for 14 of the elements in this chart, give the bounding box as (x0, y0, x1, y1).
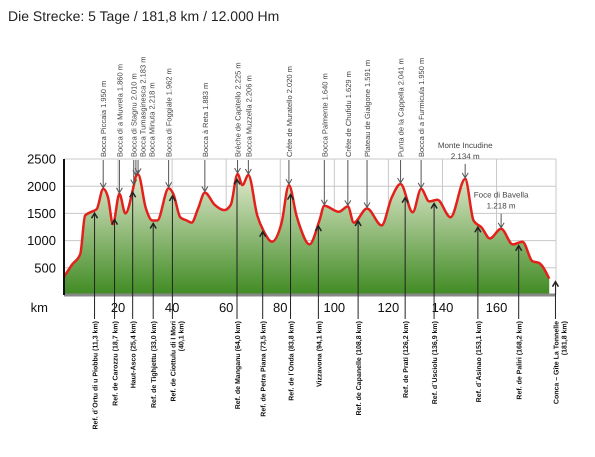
chart-title: Die Strecke: 5 Tage / 181,8 km / 12.000 Hm (8, 8, 280, 24)
x-tick-label: 120 (378, 300, 400, 316)
y-tick-label: 2500 (27, 152, 56, 167)
x-tick-label: 100 (323, 300, 346, 316)
annotation: Foce di Bavella 1.218 m (474, 190, 530, 211)
x-axis-title: km (30, 300, 48, 315)
annotation: Monte Incudine 2.134 m (438, 140, 494, 161)
x-tick-label: 160 (486, 300, 508, 316)
y-tick-label: 500 (34, 260, 56, 276)
y-tick-label: 1000 (27, 233, 56, 248)
y-tick-label: 1500 (27, 206, 56, 222)
x-tick-label: 60 (218, 300, 234, 316)
y-tick-label: 2000 (27, 178, 56, 194)
x-tick-label: 80 (273, 300, 288, 316)
